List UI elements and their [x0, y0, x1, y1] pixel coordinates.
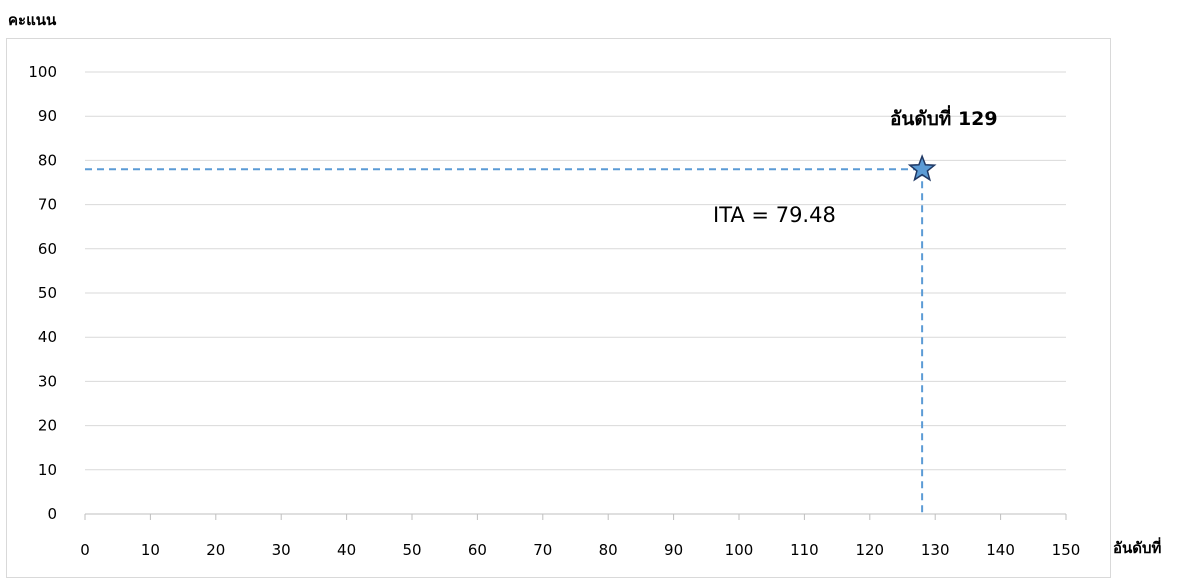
x-tick-label: 40	[337, 541, 356, 559]
y-tick-label: 70	[38, 196, 57, 214]
x-tick-label: 10	[141, 541, 160, 559]
x-tick-label: 60	[468, 541, 487, 559]
x-tick-label: 70	[533, 541, 552, 559]
y-tick-label: 0	[47, 505, 57, 523]
x-tick-label: 30	[272, 541, 291, 559]
y-tick-label: 40	[38, 328, 57, 346]
x-tick-label: 130	[921, 541, 950, 559]
y-tick-label: 90	[38, 107, 57, 125]
x-tick-label: 80	[599, 541, 618, 559]
x-tick-label: 140	[986, 541, 1015, 559]
y-tick-label: 60	[38, 240, 57, 258]
y-tick-label: 80	[38, 151, 57, 169]
x-tick-label: 20	[206, 541, 225, 559]
y-tick-label: 20	[38, 417, 57, 435]
y-tick-label: 50	[38, 284, 57, 302]
x-tick-label: 110	[790, 541, 819, 559]
data-point-star	[907, 154, 937, 182]
x-tick-label: 90	[664, 541, 683, 559]
x-tick-label: 0	[80, 541, 90, 559]
y-tick-label: 100	[28, 63, 57, 81]
x-tick-label: 150	[1052, 541, 1081, 559]
x-tick-label: 120	[855, 541, 884, 559]
y-axis-label: คะแนน	[8, 11, 57, 29]
x-axis-label: อันดับที่	[1113, 539, 1162, 557]
x-tick-label: 50	[402, 541, 421, 559]
chart-frame	[6, 38, 1111, 578]
y-tick-label: 10	[38, 461, 57, 479]
x-tick-label: 100	[725, 541, 754, 559]
annotation-rank: อันดับที่ 129	[890, 105, 998, 130]
annotation-ita: ITA = 79.48	[713, 203, 836, 227]
y-tick-label: 30	[38, 372, 57, 390]
